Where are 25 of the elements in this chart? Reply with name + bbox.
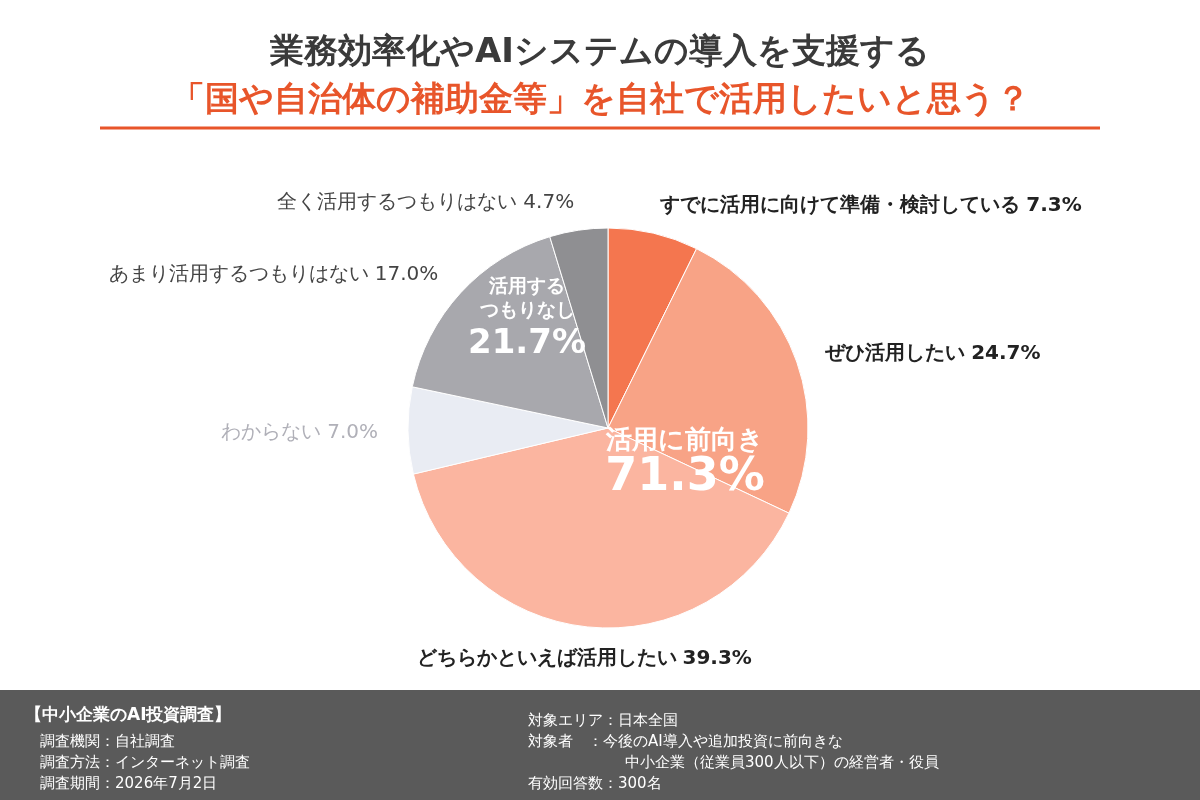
title: 業務効率化やAIシステムの導入を支援する [270, 30, 930, 70]
subtitle: 「国や自治体の補助金等」を自社で活用したいと思う？ [170, 78, 1030, 118]
data-label: 7.3% [1026, 192, 1082, 216]
annotation: 対象エリア：日本全国 [528, 711, 678, 729]
annotation: 調査期間：2026年7月2日 [40, 774, 218, 792]
category-label: すでに活用に向けて準備・検討している [660, 192, 1021, 216]
data-label: 4.7% [523, 188, 575, 213]
annotation: 【中小企業のAI投資調査】 [25, 704, 232, 724]
data-label: 17.0% [374, 260, 439, 285]
annotation: 調査方法：インターネット調査 [40, 753, 250, 771]
data-label: 24.7% [971, 340, 1041, 365]
annotation: 活用する [489, 274, 565, 296]
category-label: どちらかといえば活用したい [416, 644, 677, 669]
category-label: わからない [221, 418, 322, 443]
annotation: 対象者 ：今後のAI導入や追加投資に前向きな [528, 732, 843, 750]
category-label: 全く活用するつもりはない [277, 188, 518, 213]
annotation: 有効回答数：300名 [528, 774, 662, 792]
category-label: あまり活用するつもりはない [108, 260, 369, 285]
data-label: 39.3% [682, 644, 752, 669]
annotation: 調査機関：自社調査 [40, 732, 175, 750]
annotation: 中小企業（従業員300人以下）の経営者・役員 [625, 753, 939, 771]
annotation: つもりなし [479, 298, 575, 320]
data-label: 7.0% [327, 418, 378, 443]
annotation: 21.7% [468, 321, 586, 361]
category-label: ぜひ活用したい [825, 340, 966, 365]
